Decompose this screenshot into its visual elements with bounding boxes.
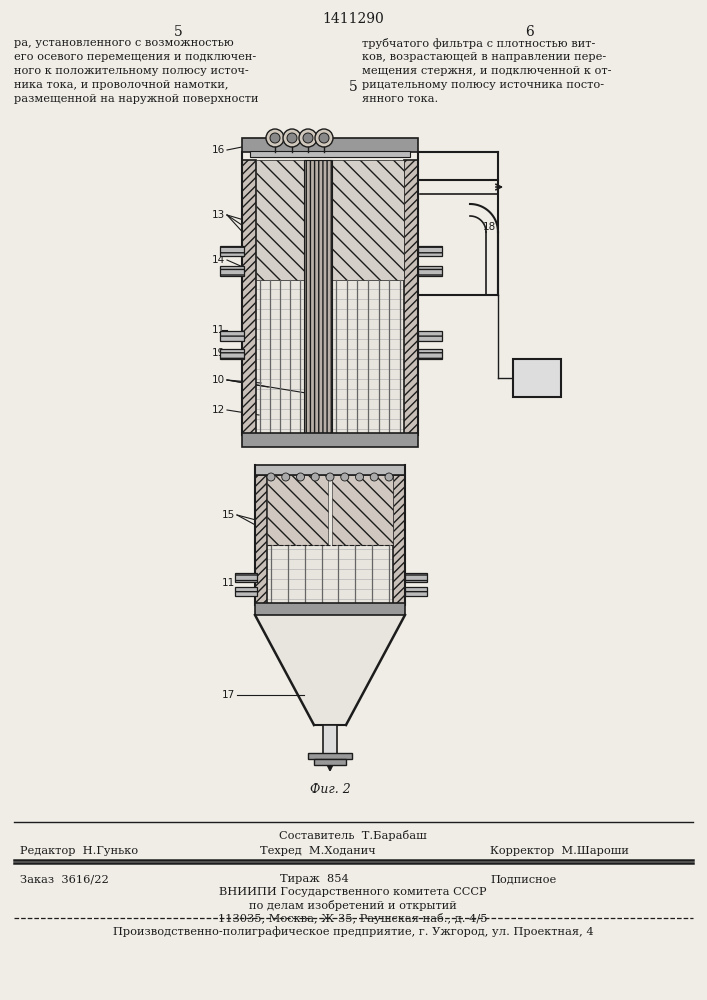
Circle shape — [296, 473, 305, 481]
Bar — [242, 138, 418, 152]
Text: 14: 14 — [212, 255, 225, 265]
Circle shape — [356, 473, 363, 481]
Bar — [235, 573, 257, 582]
Bar — [405, 587, 427, 596]
Bar — [256, 160, 304, 280]
Text: 19: 19 — [212, 348, 225, 358]
Text: по делам изобретений и открытий: по делам изобретений и открытий — [249, 900, 457, 911]
Bar — [405, 573, 427, 582]
Text: Подписное: Подписное — [490, 874, 556, 884]
Text: Корректор  М.Шароши: Корректор М.Шароши — [490, 846, 629, 856]
Polygon shape — [255, 615, 405, 725]
Text: Производственно-полиграфическое предприятие, г. Ужгород, ул. Проектная, 4: Производственно-полиграфическое предприя… — [112, 926, 593, 937]
Text: 15: 15 — [222, 510, 235, 520]
Text: ра, установленного с возможностью: ра, установленного с возможностью — [14, 38, 234, 48]
Text: Техред  М.Ходанич: Техред М.Ходанич — [260, 846, 375, 856]
Bar — [332, 475, 393, 545]
Text: мещения стержня, и подключенной к от-: мещения стержня, и подключенной к от- — [362, 66, 612, 76]
Text: 17: 17 — [222, 690, 235, 700]
Text: его осевого перемещения и подключен-: его осевого перемещения и подключен- — [14, 52, 256, 62]
Circle shape — [385, 473, 393, 481]
Text: 11: 11 — [212, 325, 225, 335]
Circle shape — [270, 133, 280, 143]
Circle shape — [287, 133, 297, 143]
Circle shape — [283, 129, 301, 147]
Bar — [418, 331, 442, 341]
Text: 5: 5 — [174, 25, 182, 39]
Circle shape — [370, 473, 378, 481]
Bar — [220, 246, 244, 256]
Text: ВНИИПИ Государственного комитета СССР: ВНИИПИ Государственного комитета СССР — [219, 887, 486, 897]
Bar — [513, 359, 561, 397]
Circle shape — [315, 129, 333, 147]
Bar — [304, 160, 332, 435]
Circle shape — [303, 133, 313, 143]
Text: Фиг. 2: Фиг. 2 — [310, 783, 351, 796]
Bar — [255, 603, 405, 615]
Text: Составитель  Т.Барабаш: Составитель Т.Барабаш — [279, 830, 427, 841]
Bar — [220, 349, 244, 359]
Circle shape — [267, 473, 275, 481]
Bar — [332, 160, 404, 280]
Text: ков, возрастающей в направлении пере-: ков, возрастающей в направлении пере- — [362, 52, 606, 62]
Text: 13: 13 — [212, 210, 225, 220]
Bar — [242, 433, 418, 447]
Bar — [314, 759, 346, 765]
Bar — [255, 475, 267, 605]
Bar — [267, 475, 328, 545]
Circle shape — [266, 129, 284, 147]
Circle shape — [282, 473, 290, 481]
Text: Тираж  854: Тираж 854 — [280, 874, 349, 884]
Bar — [255, 465, 405, 475]
Circle shape — [311, 473, 320, 481]
Text: 16: 16 — [212, 145, 225, 155]
Text: 1411290: 1411290 — [322, 12, 384, 26]
Text: рицательному полюсу источника посто-: рицательному полюсу источника посто- — [362, 80, 604, 90]
Bar — [393, 475, 405, 605]
Circle shape — [326, 473, 334, 481]
Circle shape — [299, 129, 317, 147]
Circle shape — [319, 133, 329, 143]
Text: 113035, Москва, Ж-35, Раушская наб., д. 4/5: 113035, Москва, Ж-35, Раушская наб., д. … — [218, 913, 488, 924]
Bar — [418, 349, 442, 359]
Text: ника тока, и проволочной намотки,: ника тока, и проволочной намотки, — [14, 80, 228, 90]
Text: 6: 6 — [525, 25, 534, 39]
Text: 18: 18 — [483, 222, 496, 232]
Text: Заказ  3616/22: Заказ 3616/22 — [20, 874, 109, 884]
Bar — [220, 266, 244, 276]
Bar — [235, 587, 257, 596]
Circle shape — [341, 473, 349, 481]
Text: 10: 10 — [212, 375, 225, 385]
Bar — [404, 160, 418, 435]
Bar — [242, 160, 256, 435]
Text: трубчатого фильтра с плотностью вит-: трубчатого фильтра с плотностью вит- — [362, 38, 595, 49]
Text: Редактор  Н.Гунько: Редактор Н.Гунько — [20, 846, 138, 856]
Text: янного тока.: янного тока. — [362, 94, 438, 104]
Bar — [267, 475, 393, 605]
Bar — [418, 266, 442, 276]
Text: размещенной на наружной поверхности: размещенной на наружной поверхности — [14, 94, 259, 104]
Bar — [418, 246, 442, 256]
Text: 12: 12 — [212, 405, 225, 415]
Text: 11: 11 — [222, 578, 235, 588]
Text: 5: 5 — [349, 80, 357, 94]
Bar — [256, 160, 404, 435]
Bar — [220, 331, 244, 341]
Text: ного к положительному полюсу источ-: ного к положительному полюсу источ- — [14, 66, 249, 76]
Bar — [250, 151, 410, 157]
Bar — [323, 725, 337, 755]
Text: 9: 9 — [533, 371, 541, 384]
Bar — [308, 753, 352, 759]
